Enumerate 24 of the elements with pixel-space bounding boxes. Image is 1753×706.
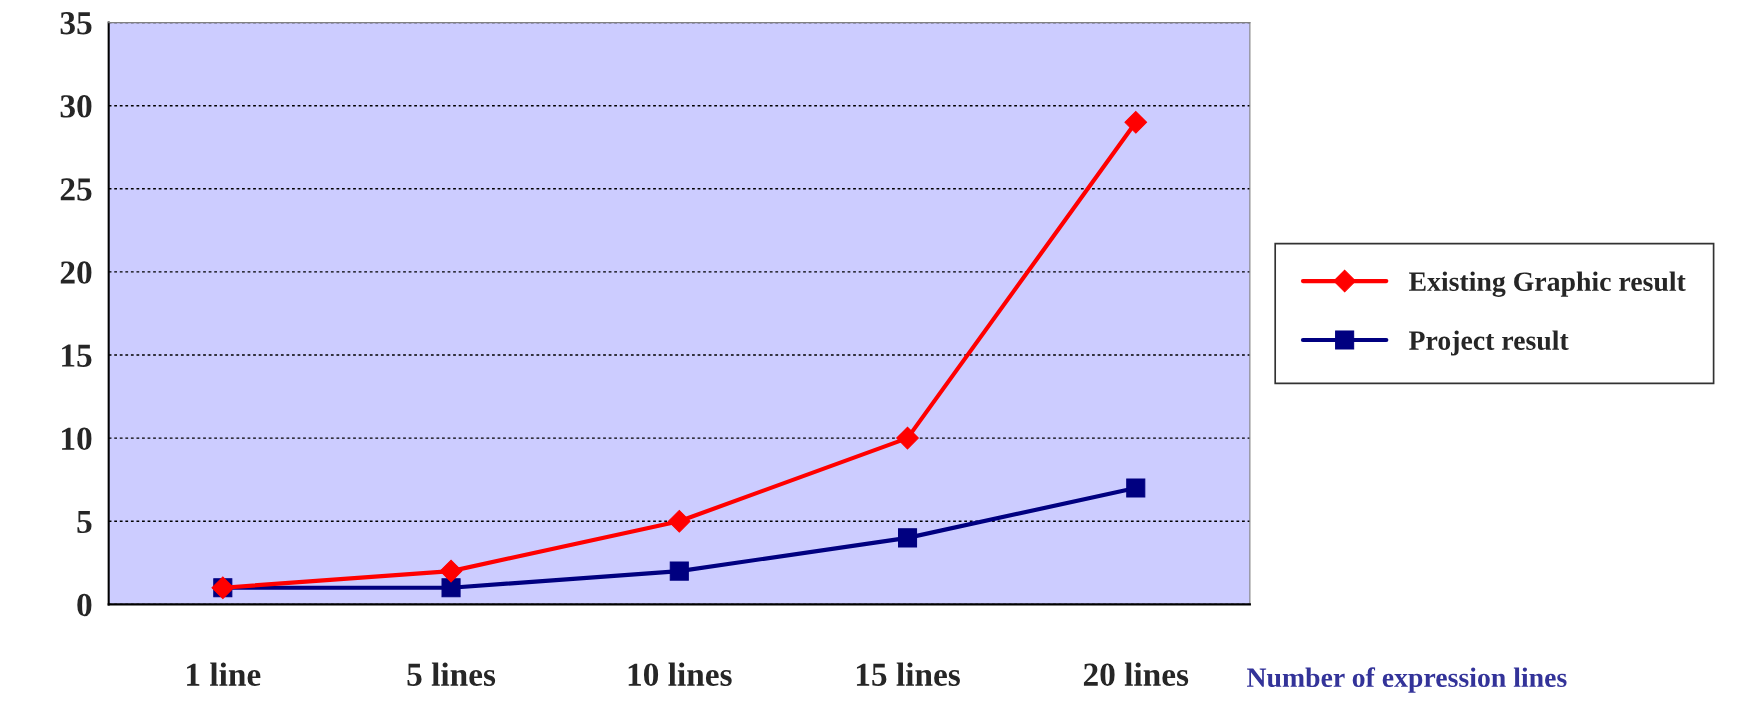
- y-tick-label: 35: [60, 12, 92, 35]
- y-tick-label: 25: [60, 178, 92, 201]
- point: [1126, 478, 1146, 498]
- y-tick-label: 30: [60, 95, 92, 118]
- legend-label: Project result: [1409, 330, 1569, 356]
- point: [441, 578, 461, 598]
- y-tick-label: 20: [60, 261, 92, 284]
- x-tick-label: 1 line: [187, 662, 261, 686]
- y-tick-label: 10: [62, 427, 92, 451]
- point: [896, 426, 919, 450]
- point: [1124, 111, 1148, 134]
- point: [897, 528, 918, 548]
- legend-label: Existing Graphic result: [1409, 271, 1686, 297]
- x-tick-label: 15 lines: [856, 662, 960, 686]
- x-axis-title: Number of expression lines: [1246, 667, 1567, 693]
- y-tick-label: 0: [77, 593, 92, 617]
- point: [669, 561, 689, 581]
- x-tick-label: 20 lines: [1083, 662, 1189, 686]
- x-tick-label: 10 lines: [628, 662, 732, 686]
- point: [439, 559, 463, 583]
- point: [667, 509, 691, 533]
- y-tick-label: 15: [62, 344, 92, 367]
- y-tick-label: 5: [77, 510, 92, 534]
- x-tick-label: 5 lines: [407, 662, 496, 686]
